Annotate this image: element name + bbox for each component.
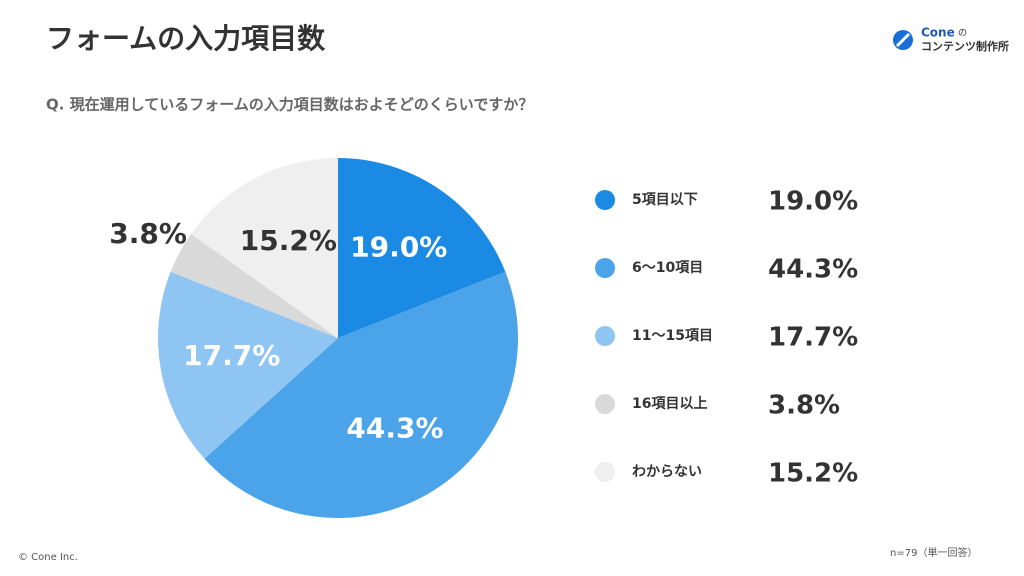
pie-slice [204, 271, 518, 518]
legend-label: わからない [632, 464, 702, 480]
legend-swatch [595, 394, 615, 414]
slice-label: 15.2% [240, 224, 337, 257]
note: n=79（単一回答） [890, 546, 977, 559]
pie-slice [191, 158, 338, 338]
legend-label: 11〜15項目 [632, 328, 713, 344]
legend-value: 3.8% [768, 391, 840, 421]
legend-label: 5項目以下 [632, 192, 698, 208]
pie-slice [338, 158, 506, 338]
logo-particle: の [958, 29, 967, 39]
legend-value: 19.0% [768, 187, 858, 217]
legend-value: 17.7% [768, 323, 858, 353]
logo-name: Cone [921, 26, 955, 40]
legend-swatch [595, 326, 615, 346]
slice-label: 44.3% [346, 412, 443, 445]
logo-icon-mark [895, 32, 911, 48]
legend-swatch [595, 190, 615, 210]
legend-swatch [595, 462, 615, 482]
logo-sub: コンテンツ制作所 [921, 39, 1009, 53]
legend-value: 44.3% [768, 255, 858, 285]
chart-title: フォームの入力項目数 [46, 22, 326, 55]
slice-label: 17.7% [183, 339, 280, 372]
slice-label: 3.8% [109, 217, 187, 250]
legend-label: 16項目以上 [632, 396, 707, 412]
pie-slice [170, 234, 338, 338]
slice-label: 19.0% [350, 231, 447, 264]
legend-swatch [595, 258, 615, 278]
pie-slice [157, 271, 338, 459]
legend-value: 15.2% [768, 459, 858, 489]
footer: © Cone Inc. [18, 552, 78, 563]
legend-label: 6〜10項目 [632, 260, 703, 276]
subtitle: Q. 現在運用しているフォームの入力項目数はおよそどのくらいですか？ [46, 96, 533, 114]
